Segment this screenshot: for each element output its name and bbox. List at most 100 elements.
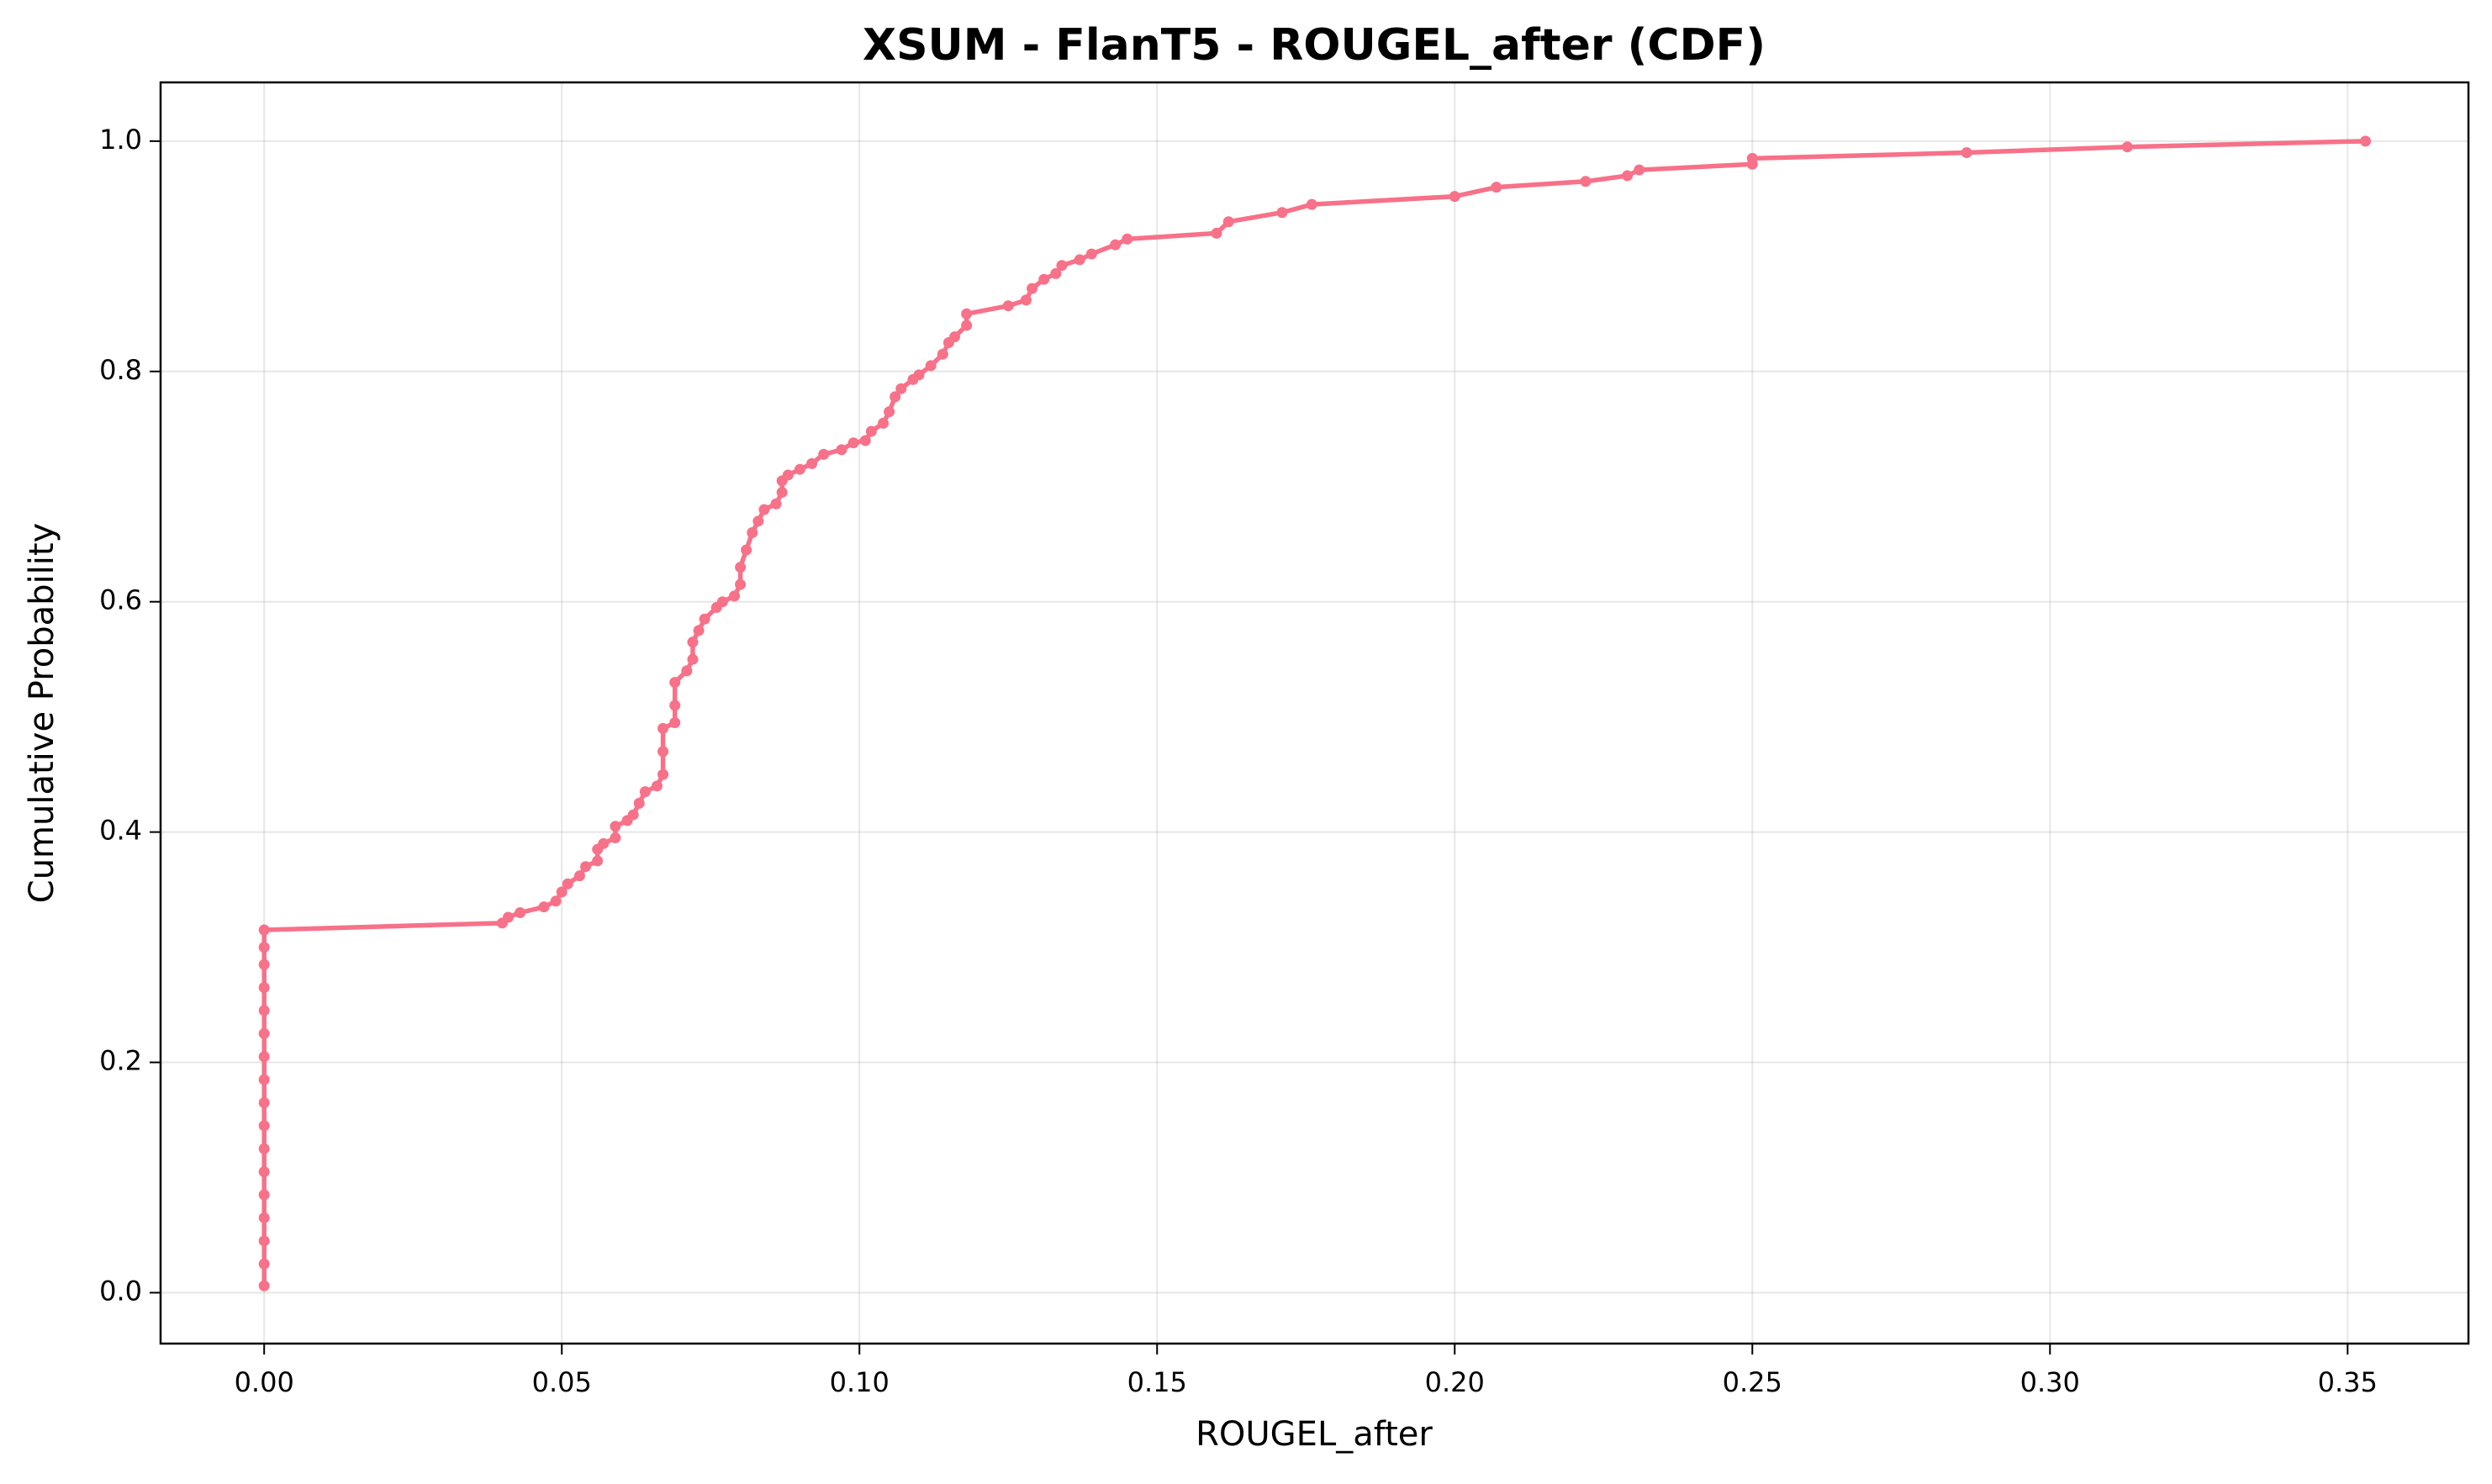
data-point [716,596,728,608]
data-point [610,832,621,843]
data-point [1110,239,1122,251]
data-point [657,746,669,758]
data-point [776,487,788,499]
data-point [258,1258,270,1270]
data-point [258,1096,270,1108]
data-point [1027,283,1038,294]
data-point [1961,147,1972,159]
data-point [1276,207,1288,219]
data-point [818,448,830,460]
data-point [884,406,895,418]
data-point [258,1189,270,1201]
y-tick-label: 0.2 [99,1045,142,1077]
chart-title: XSUM - FlanT5 - ROUGEL_after (CDF) [863,20,1766,71]
data-point [752,515,764,527]
data-point [258,1212,270,1223]
data-point [633,797,645,809]
data-point [258,1074,270,1085]
data-point [258,959,270,970]
x-tick-label: 0.15 [1127,1366,1187,1398]
data-point [693,625,705,636]
data-point [741,544,752,556]
y-tick-label: 1.0 [99,124,142,156]
data-point [2360,135,2372,147]
data-point [961,320,973,331]
data-point [687,636,699,648]
plot-frame [159,81,2470,1345]
data-point [580,861,592,873]
x-tick-label: 0.00 [235,1366,294,1398]
x-tick-label: 0.20 [1425,1366,1485,1398]
data-point [669,717,681,729]
data-point [258,1120,270,1132]
data-point [669,677,681,689]
data-point [890,391,901,403]
data-point [258,1005,270,1017]
data-point [1491,182,1502,193]
data-point [782,469,794,481]
data-point [747,527,758,539]
data-point [515,906,526,918]
data-point [1038,273,1050,285]
data-point [639,786,651,798]
y-tick-label: 0.4 [99,815,142,847]
x-tick-label: 0.35 [2318,1366,2378,1398]
data-point [651,780,663,792]
data-point [937,348,948,360]
data-point [538,901,550,913]
data-point [1622,170,1634,182]
data-point [1056,260,1068,272]
data-point [895,383,907,394]
data-point [806,457,818,469]
data-point [669,700,681,711]
data-point [1634,164,1645,176]
data-point [1449,191,1460,203]
data-point [913,369,925,381]
data-point [961,308,973,320]
data-point [729,590,741,602]
data-point [573,870,585,882]
data-point [592,855,604,867]
data-point [657,768,669,780]
y-tick-label: 0.8 [99,354,142,386]
data-point [258,982,270,994]
data-point [735,578,747,590]
data-point [258,1051,270,1063]
data-point [550,895,562,907]
data-point [1020,294,1032,306]
data-point [1050,267,1062,279]
data-point [1085,248,1097,260]
data-point [687,653,699,665]
data-point [865,425,877,437]
data-point [1580,176,1592,187]
data-point [627,809,639,821]
data-point [1222,216,1234,228]
data-point [562,878,573,890]
data-point [1002,300,1014,312]
data-point [258,1143,270,1154]
y-axis-label: Cumulative Probability [23,523,61,903]
data-point [1074,254,1085,266]
data-point [258,1027,270,1039]
data-point [699,613,710,625]
data-point [2121,141,2133,153]
data-point [758,504,770,515]
data-point [735,562,747,573]
data-point [598,837,610,849]
x-tick-label: 0.25 [1723,1366,1782,1398]
data-point [859,435,871,446]
data-point [1306,198,1317,210]
x-tick-label: 0.10 [830,1366,890,1398]
data-point [556,886,568,898]
data-point [949,331,961,343]
data-point [657,722,669,734]
data-point [847,437,859,449]
data-point [794,463,805,475]
x-tick-label: 0.30 [2020,1366,2080,1398]
data-point [258,1166,270,1178]
data-point [925,360,937,372]
data-point [1122,233,1133,245]
data-point [836,444,847,456]
y-tick-label: 0.0 [99,1275,142,1307]
